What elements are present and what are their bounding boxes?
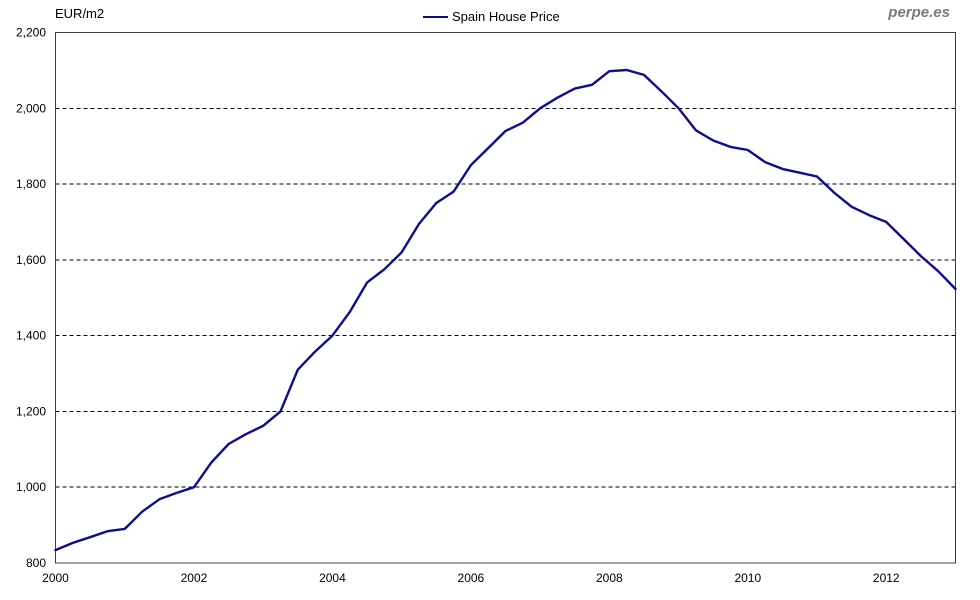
y-axis-tick-label: 1,200 (16, 404, 46, 418)
price-line (54, 68, 957, 552)
y-axis-tick-label: 2,200 (16, 26, 46, 40)
legend-line-swatch (423, 16, 448, 18)
y-axis-tick-label: 800 (26, 556, 46, 570)
y-axis-tick-label: 1,800 (16, 177, 46, 191)
y-axis-tick-label: 1,600 (16, 253, 46, 267)
legend: Spain House Price (423, 9, 560, 24)
x-axis-tick-label: 2012 (873, 571, 900, 585)
plot-border (54, 31, 957, 564)
watermark-logo: perpe.es (888, 4, 950, 21)
y-axis-tick-label: 1,000 (16, 480, 46, 494)
x-axis-tick-label: 2010 (734, 571, 761, 585)
x-axis-tick-label: 2008 (596, 571, 623, 585)
legend-series-label: Spain House Price (452, 9, 560, 24)
y-axis-unit-label: EUR/m2 (55, 6, 105, 21)
y-axis-tick-label: 2,000 (16, 101, 46, 115)
x-axis-tick-label: 2002 (181, 571, 208, 585)
x-axis-tick-label: 2004 (319, 571, 346, 585)
x-axis-tick-label: 2000 (42, 571, 69, 585)
x-axis-tick-label: 2006 (458, 571, 485, 585)
y-axis-tick-label: 1,400 (16, 329, 46, 343)
